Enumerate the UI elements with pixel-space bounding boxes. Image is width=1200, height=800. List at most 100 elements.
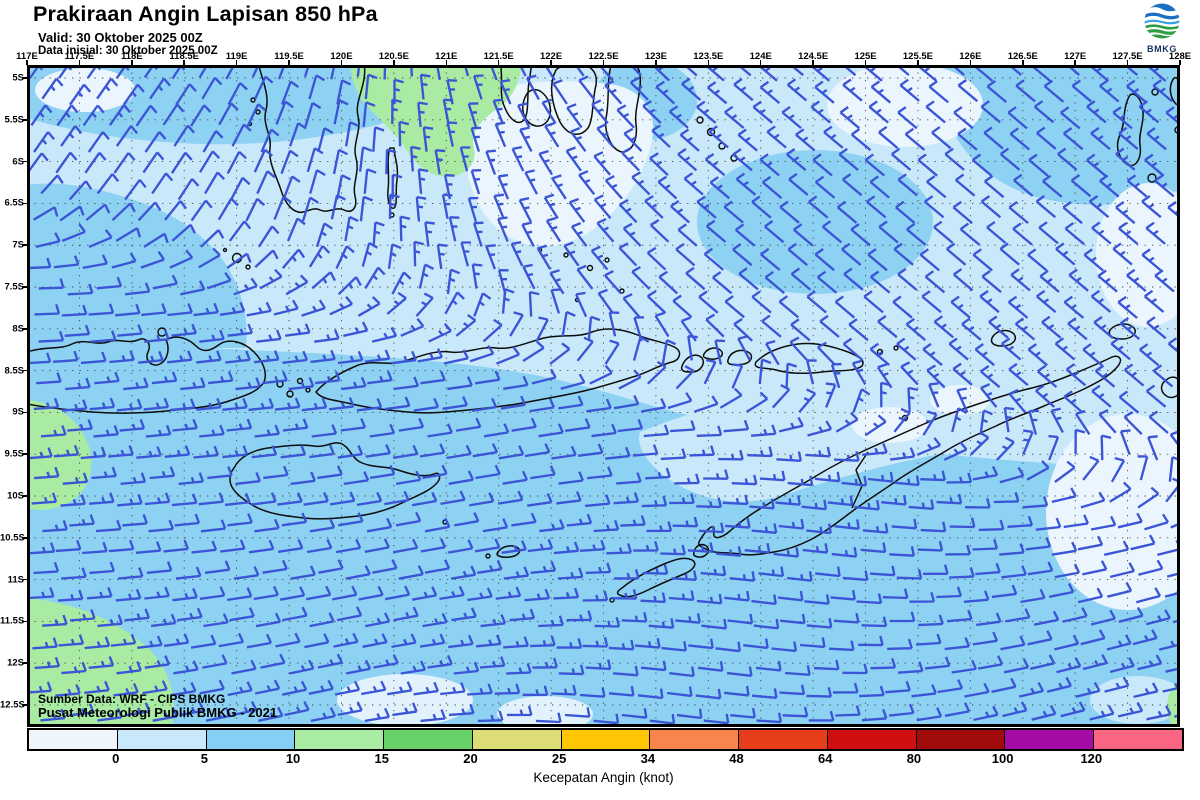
- lat-tick-mark: [22, 620, 27, 623]
- lat-tick-label: 12.5S: [0, 699, 25, 711]
- lat-tick-mark: [22, 286, 27, 288]
- lon-tick-label: 117.5E: [64, 51, 95, 62]
- lat-tick-label: 10S: [7, 490, 24, 502]
- lon-tick-label: 121.5E: [483, 51, 514, 62]
- colorbar-segment: [472, 730, 562, 749]
- lon-tick-mark: [183, 60, 185, 65]
- colorbar-segment: [29, 730, 118, 749]
- colorbar-tick-label: 20: [463, 751, 478, 766]
- lon-tick-mark: [26, 60, 28, 65]
- valid-time-label: Valid: 30 Oktober 2025 00Z: [38, 30, 203, 45]
- lon-tick-mark: [759, 60, 762, 65]
- colorbar-tick-label: 34: [640, 751, 656, 766]
- colorbar-tick-label: 15: [374, 751, 389, 766]
- lat-tick-mark: [22, 453, 27, 455]
- lat-tick-label: 8.5S: [4, 365, 24, 377]
- colorbar-segment: [1094, 730, 1182, 749]
- lon-tick-mark: [1074, 60, 1076, 65]
- wind-map-canvas: [27, 65, 1180, 727]
- lat-tick-mark: [22, 578, 27, 581]
- lon-tick-label: 118E: [120, 51, 143, 62]
- lat-tick-mark: [22, 328, 27, 330]
- colorbar-tick-labels: 0 5 10 15 20 25 34 48 64 80 100 120: [112, 751, 1102, 766]
- lon-tick-mark: [235, 60, 238, 65]
- colorbar-tick-label: 100: [991, 751, 1014, 766]
- colorbar-tick-label: 25: [551, 751, 567, 766]
- lon-tick-label: 122E: [539, 51, 563, 62]
- lat-tick-label: 9S: [12, 406, 24, 418]
- colorbar-segment: [295, 730, 385, 749]
- lon-tick-mark: [340, 60, 343, 65]
- lon-tick-label: 125.5E: [902, 51, 934, 62]
- lat-tick-label: 7.5S: [4, 281, 24, 293]
- colorbar-segment: [650, 730, 740, 749]
- lon-tick-mark: [655, 60, 657, 65]
- lat-tick-mark: [22, 704, 27, 706]
- lat-tick-label: 5.5S: [4, 114, 24, 126]
- lon-tick-mark: [288, 60, 290, 65]
- lon-tick-mark: [78, 60, 81, 65]
- lat-tick-label: 6.5S: [4, 197, 24, 209]
- lat-tick-mark: [22, 160, 27, 163]
- lon-tick-mark: [1126, 60, 1129, 65]
- colorbar-segment: [827, 730, 917, 749]
- page-title: Prakiraan Angin Lapisan 850 hPa: [33, 2, 378, 26]
- lat-tick-mark: [22, 369, 27, 372]
- colorbar-tick-label: 10: [285, 751, 301, 766]
- bmkg-logo-label: BMKG: [1147, 44, 1177, 54]
- lat-tick-mark: [22, 77, 27, 79]
- lon-tick-mark: [864, 60, 867, 65]
- lon-tick-label: 118.5E: [169, 51, 200, 62]
- lat-tick-mark: [22, 495, 27, 497]
- lon-tick-mark: [550, 60, 552, 65]
- colorbar-segment: [916, 730, 1006, 749]
- lat-tick-label: 11.5S: [0, 615, 25, 627]
- lat-tick-label: 6S: [12, 156, 24, 168]
- lat-tick-label: 8S: [12, 323, 24, 335]
- lon-tick-mark: [1179, 60, 1181, 65]
- lat-tick-label: 5S: [12, 72, 24, 84]
- lat-tick-label: 11S: [7, 574, 24, 586]
- bmkg-logo: BMKG: [1140, 1, 1184, 54]
- lon-tick-label: 126.5E: [1007, 51, 1038, 62]
- lat-tick-mark: [22, 537, 27, 539]
- colorbar-tick-label: 64: [817, 751, 833, 766]
- initial-data-label: Data inisial: 30 Oktober 2025 00Z: [38, 45, 218, 57]
- data-source-credit: Sumber Data: WRF - CIPS BMKG: [38, 692, 226, 706]
- lon-tick-mark: [497, 60, 500, 65]
- lon-tick-mark: [969, 60, 972, 65]
- lat-tick-label: 12S: [7, 657, 24, 669]
- lon-tick-mark: [131, 60, 133, 65]
- latitude-axis: 5S 5.5S 6S 6.5S 7S 7.5S 8S 8.5S 9S 9.5S 10S 10.5S 11…: [0, 0, 30, 740]
- lat-tick-label: 7S: [12, 239, 24, 251]
- lon-tick-label: 128E: [1168, 51, 1192, 62]
- lon-tick-label: 121E: [435, 51, 458, 62]
- bmkg-logo-icon: [1144, 3, 1180, 39]
- lon-tick-label: 122.5E: [588, 51, 619, 62]
- lon-tick-label: 124.5E: [798, 51, 829, 62]
- lat-tick-label: 9.5S: [4, 448, 24, 460]
- colorbar-segment: [384, 730, 473, 749]
- longitude-axis: 117E 117.5E 118E 118.5E 119E 119.5E 120E 120.5E…: [0, 0, 1200, 66]
- colorbar-tick-label: 48: [729, 751, 744, 766]
- lon-tick-mark: [393, 60, 395, 65]
- lat-tick-mark: [22, 662, 27, 664]
- lat-tick-label: 10.5S: [0, 532, 25, 544]
- lon-tick-label: 117E: [16, 51, 38, 62]
- colorbar-segment: [117, 730, 207, 749]
- lat-tick-mark: [22, 119, 27, 121]
- lon-tick-mark: [1022, 60, 1024, 65]
- lon-tick-label: 125E: [854, 51, 877, 62]
- colorbar-tick-label: 80: [906, 751, 922, 766]
- colorbar-segment: [739, 730, 828, 749]
- lat-tick-mark: [22, 411, 27, 414]
- lon-tick-label: 123E: [644, 51, 667, 62]
- lon-tick-label: 120E: [330, 51, 353, 62]
- lon-tick-label: 127E: [1064, 51, 1087, 62]
- lon-tick-mark: [812, 60, 814, 65]
- colorbar-segment: [561, 730, 651, 749]
- lon-tick-mark: [707, 60, 710, 65]
- lon-tick-label: 127.5E: [1112, 51, 1143, 62]
- lon-tick-label: 120.5E: [378, 51, 409, 62]
